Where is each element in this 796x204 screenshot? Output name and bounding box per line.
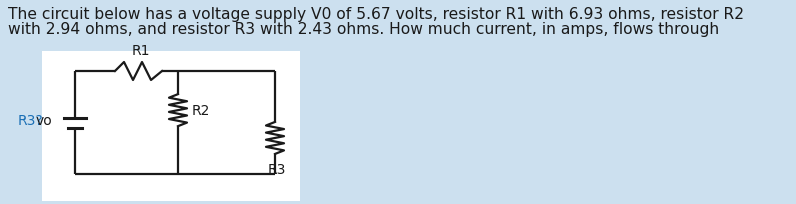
FancyBboxPatch shape [42,52,300,201]
Text: R3: R3 [267,162,287,176]
Text: R3?: R3? [18,114,44,128]
Text: with 2.94 ohms, and resistor R3 with 2.43 ohms. How much current, in amps, flows: with 2.94 ohms, and resistor R3 with 2.4… [8,22,720,37]
Text: The circuit below has a voltage supply V0 of 5.67 volts, resistor R1 with 6.93 o: The circuit below has a voltage supply V… [8,7,744,22]
Text: R1: R1 [131,44,150,58]
Text: R2: R2 [192,104,210,118]
Text: vo: vo [36,114,53,128]
